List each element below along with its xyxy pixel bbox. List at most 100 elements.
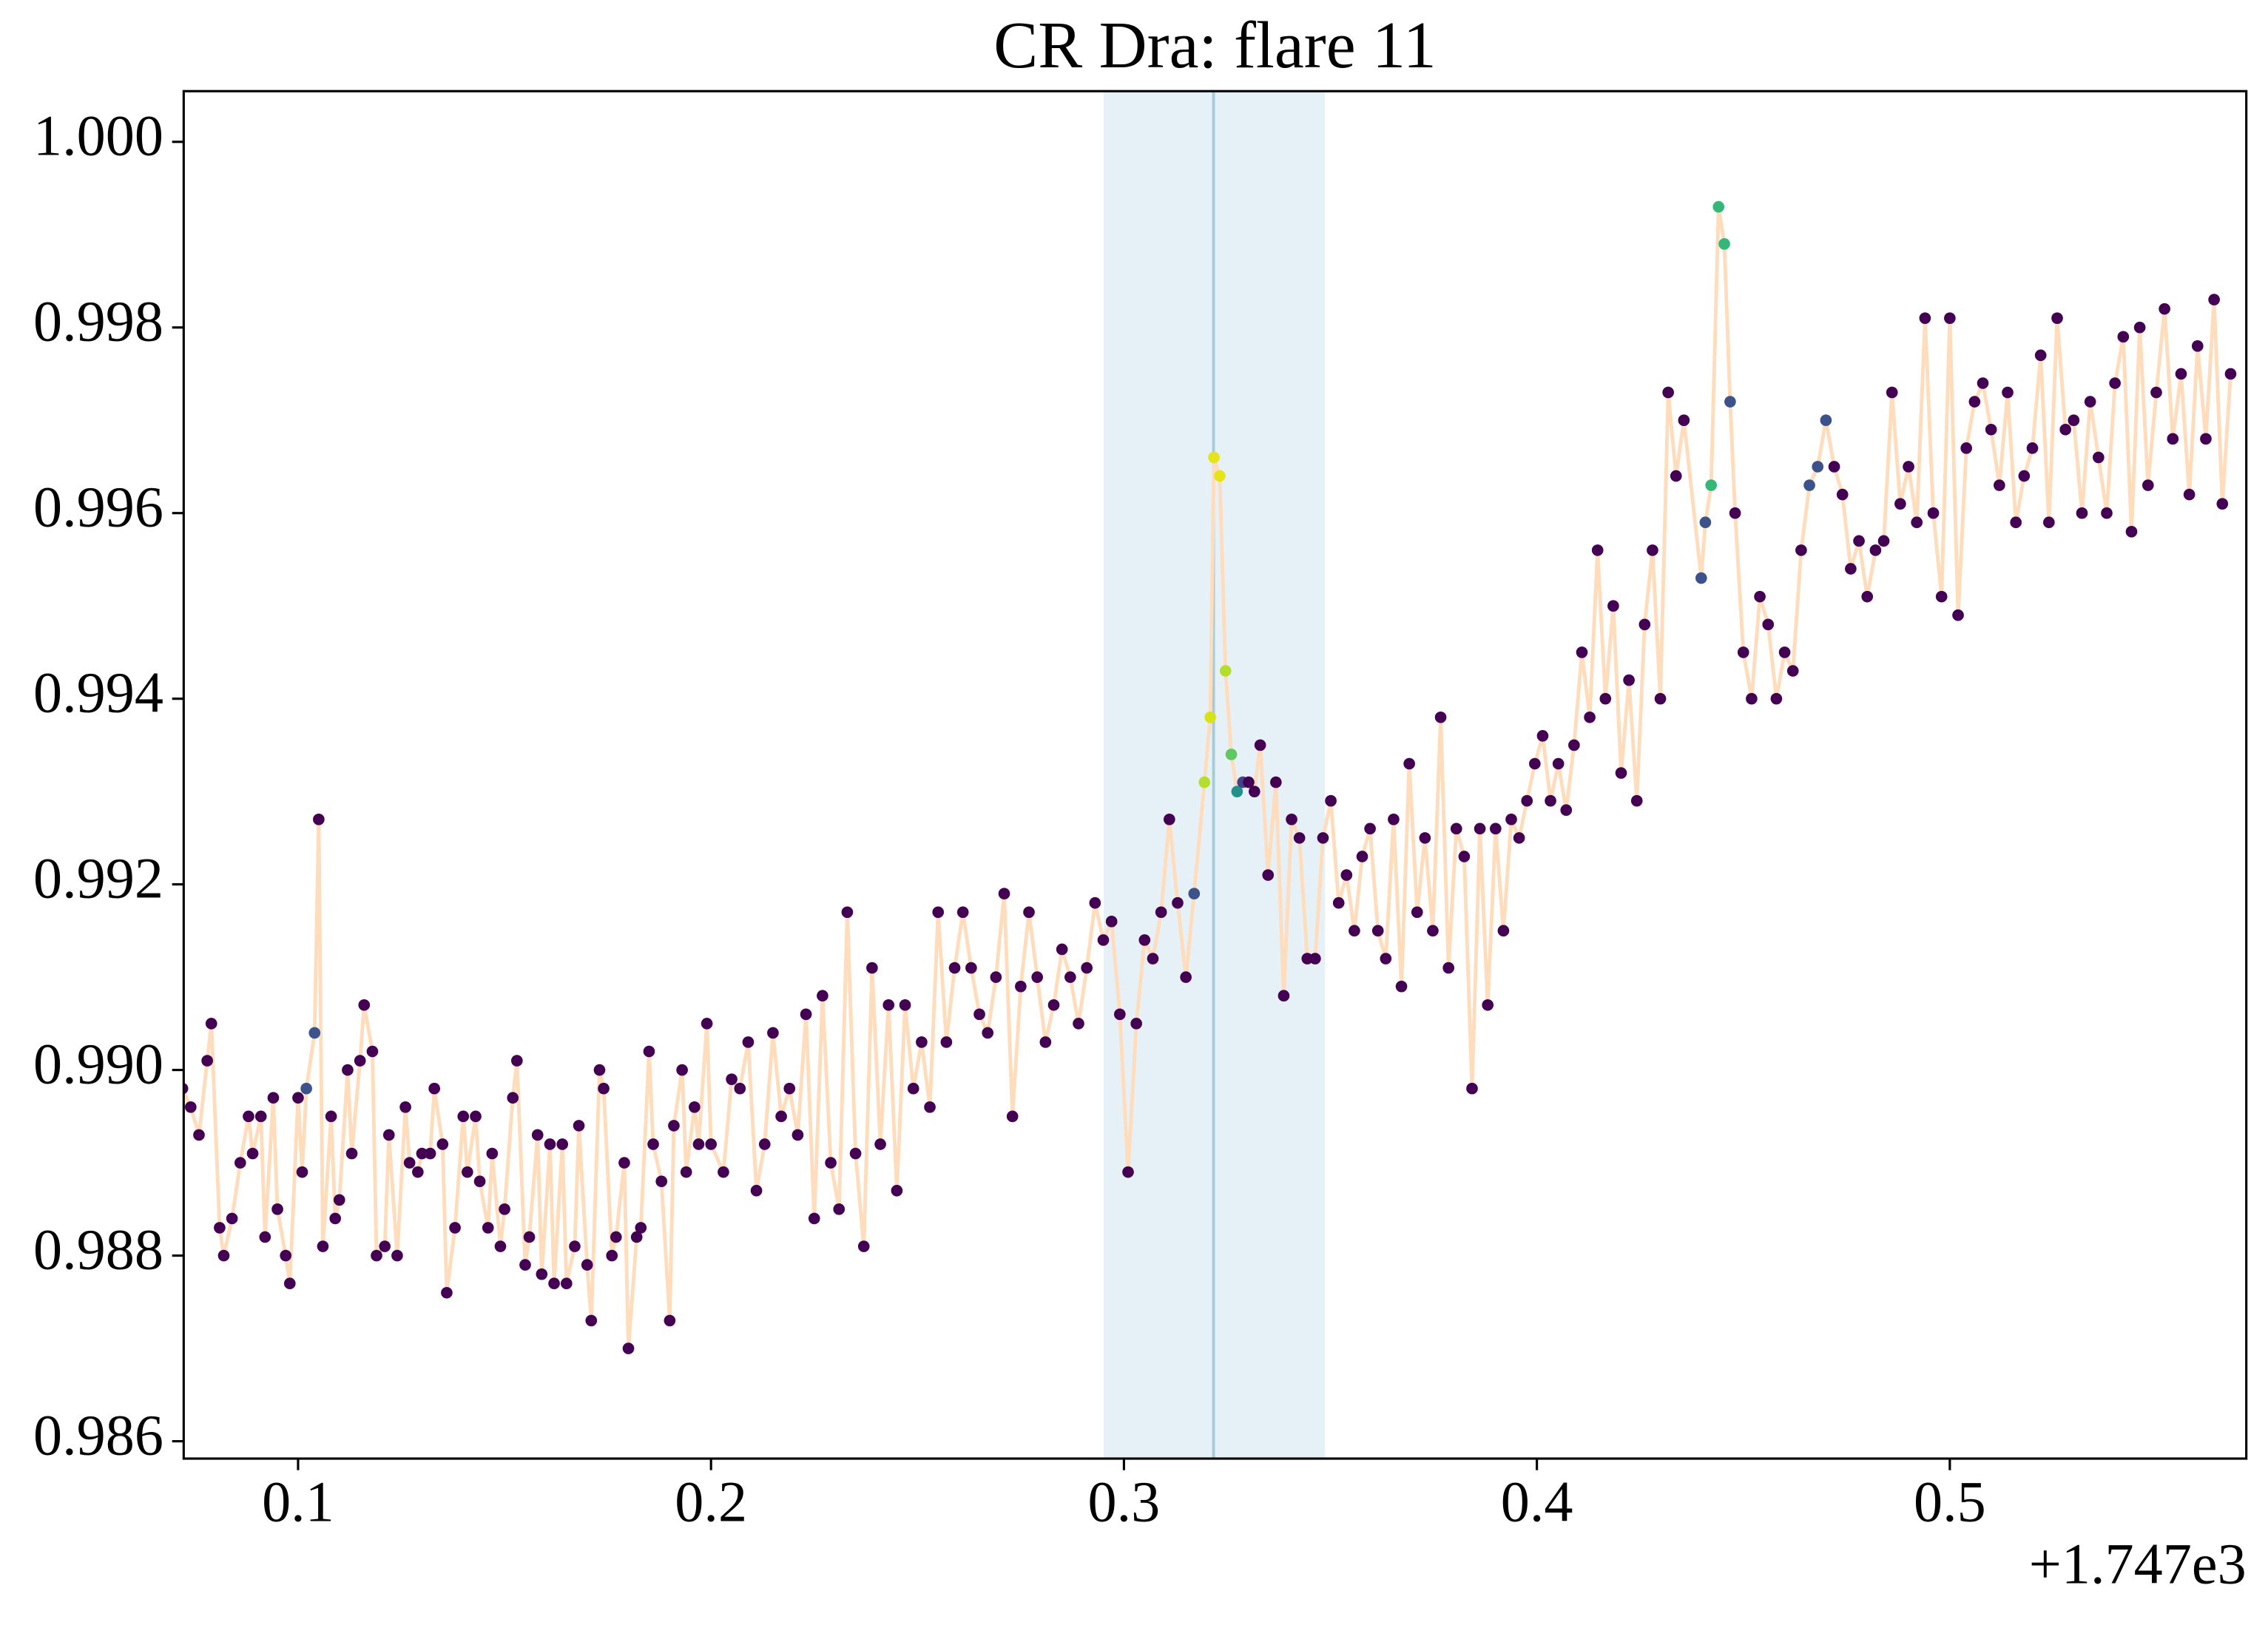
data-point	[1591, 544, 1604, 556]
data-point	[462, 1166, 473, 1178]
data-point	[214, 1222, 226, 1234]
data-point	[1332, 896, 1345, 909]
data-point	[1737, 646, 1749, 658]
data-point	[998, 888, 1010, 900]
data-point	[618, 1157, 630, 1169]
data-point	[664, 1314, 676, 1327]
data-point	[1599, 692, 1612, 705]
data-point	[1180, 971, 1192, 983]
data-point	[2191, 340, 2204, 352]
data-point	[622, 1342, 635, 1354]
data-point	[1023, 906, 1035, 919]
y-tick-label: 0.988	[33, 1217, 163, 1282]
data-point	[1097, 934, 1110, 946]
data-point	[1869, 544, 1882, 556]
data-point	[573, 1120, 585, 1132]
data-point	[1286, 813, 1297, 825]
data-point	[2010, 516, 2022, 529]
data-point	[2167, 433, 2179, 445]
data-point	[833, 1203, 846, 1215]
data-point	[329, 1212, 342, 1225]
data-point	[536, 1268, 548, 1280]
data-point	[1812, 461, 1824, 473]
data-point	[494, 1240, 507, 1252]
data-point	[899, 999, 911, 1011]
data-point	[734, 1082, 746, 1095]
y-tick-label: 0.996	[33, 475, 163, 539]
data-point	[1705, 479, 1718, 491]
data-point	[428, 1082, 440, 1095]
data-point	[857, 1240, 870, 1252]
data-point	[1482, 999, 1494, 1011]
data-point	[1047, 999, 1060, 1011]
data-point	[585, 1314, 598, 1327]
data-point	[184, 1101, 197, 1113]
data-point	[792, 1129, 804, 1141]
data-point	[1505, 813, 1517, 825]
data-point	[424, 1147, 436, 1160]
data-point	[2142, 479, 2154, 491]
data-point	[2076, 507, 2088, 519]
data-point	[1695, 572, 1707, 584]
data-point	[1489, 822, 1502, 835]
data-point	[217, 1249, 230, 1262]
data-point	[1056, 943, 1068, 956]
data-point	[523, 1231, 536, 1243]
data-point	[1039, 1036, 1052, 1048]
data-point	[1568, 739, 1580, 751]
data-point	[610, 1231, 622, 1243]
data-point	[1458, 851, 1471, 862]
data-point	[982, 1027, 994, 1039]
data-point	[366, 1045, 379, 1058]
data-point	[825, 1157, 837, 1169]
data-point	[519, 1259, 531, 1271]
data-point	[940, 1036, 953, 1048]
data-point	[1243, 776, 1255, 788]
data-point	[2175, 368, 2187, 380]
data-point	[470, 1110, 482, 1123]
data-point	[1778, 646, 1791, 658]
y-tick-label: 1.000	[33, 104, 163, 168]
data-point	[1560, 804, 1573, 817]
data-point	[1371, 925, 1384, 937]
data-point	[1325, 794, 1337, 807]
data-point	[2159, 303, 2170, 315]
data-point	[1248, 786, 1260, 797]
chart-title: CR Dra: flare 11	[993, 9, 1437, 82]
data-point	[1754, 590, 1766, 603]
data-point	[1214, 470, 1226, 482]
data-point	[345, 1147, 358, 1160]
data-point	[1630, 794, 1643, 807]
data-point	[1340, 869, 1353, 881]
data-point	[2101, 507, 2113, 519]
data-point	[1952, 609, 1964, 621]
data-point	[2183, 488, 2196, 501]
data-point	[1944, 312, 1956, 325]
data-point	[457, 1110, 470, 1123]
data-point	[2051, 312, 2063, 325]
data-point	[531, 1129, 544, 1141]
data-point	[1474, 822, 1486, 835]
data-point	[333, 1194, 345, 1206]
data-point	[1803, 479, 1815, 491]
data-point	[473, 1175, 486, 1188]
data-point	[486, 1147, 499, 1160]
data-point	[726, 1073, 738, 1085]
data-point	[750, 1184, 763, 1197]
data-point	[1836, 488, 1849, 501]
data-point	[2117, 331, 2130, 343]
data-point	[371, 1249, 382, 1262]
data-point	[1147, 953, 1159, 964]
data-point	[1388, 813, 1400, 825]
data-point	[482, 1222, 494, 1234]
data-point	[2084, 396, 2096, 408]
x-tick-label: 0.1	[262, 1469, 334, 1533]
data-point	[1122, 1166, 1134, 1178]
data-point	[647, 1138, 659, 1150]
data-point	[441, 1286, 453, 1299]
data-point	[1380, 953, 1392, 964]
data-point	[308, 1027, 321, 1039]
data-point	[382, 1129, 395, 1141]
data-point	[800, 1008, 812, 1021]
x-tick-label: 0.4	[1501, 1469, 1573, 1533]
